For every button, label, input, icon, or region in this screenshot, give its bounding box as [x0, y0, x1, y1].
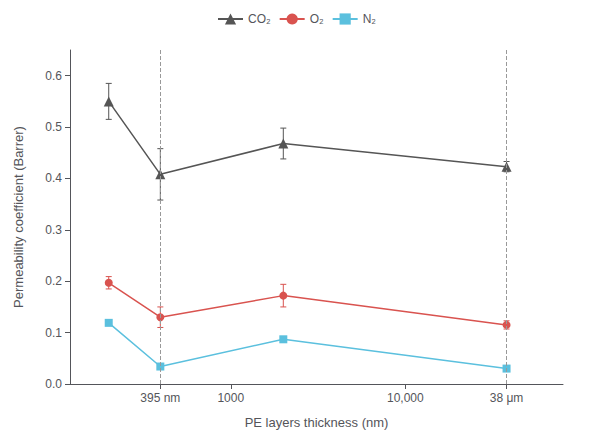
svg-text:0.0: 0.0: [45, 377, 62, 391]
svg-text:PE layers thickness (nm): PE layers thickness (nm): [245, 415, 389, 430]
svg-text:0.6: 0.6: [45, 69, 62, 83]
svg-text:1000: 1000: [217, 391, 244, 405]
svg-text:Permeability coefficient (Barr: Permeability coefficient (Barrer): [11, 126, 26, 308]
svg-text:CO₂: CO₂: [248, 12, 271, 26]
svg-text:0.5: 0.5: [45, 120, 62, 134]
svg-text:N₂: N₂: [363, 12, 377, 26]
svg-text:0.2: 0.2: [45, 274, 62, 288]
svg-text:10,000: 10,000: [387, 391, 424, 405]
svg-text:0.4: 0.4: [45, 171, 62, 185]
svg-text:0.1: 0.1: [45, 326, 62, 340]
svg-text:O₂: O₂: [310, 12, 324, 26]
svg-text:38 μm: 38 μm: [490, 391, 524, 405]
svg-text:0.3: 0.3: [45, 223, 62, 237]
svg-text:395 nm: 395 nm: [140, 391, 180, 405]
